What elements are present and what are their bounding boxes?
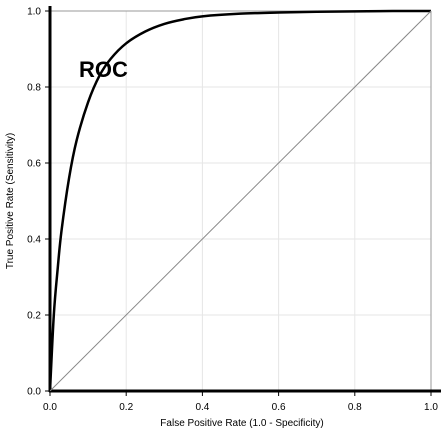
y-tick-label: 0.0 bbox=[27, 387, 41, 398]
x-tick-label: 0.2 bbox=[119, 402, 133, 413]
y-tick-label: 0.8 bbox=[27, 83, 41, 94]
x-tick-label: 0.6 bbox=[272, 402, 286, 413]
x-tick-label: 0.4 bbox=[195, 402, 209, 413]
x-tick-label: 0.8 bbox=[348, 402, 362, 413]
x-axis-title: False Positive Rate (1.0 - Specificity) bbox=[160, 418, 323, 429]
y-axis: 0.0 0.2 0.4 0.6 0.8 1.0 bbox=[27, 7, 50, 398]
y-tick-label: 0.2 bbox=[27, 311, 41, 322]
y-tick-label: 0.6 bbox=[27, 159, 41, 170]
roc-annotation: ROC bbox=[79, 57, 128, 82]
y-axis-title: True Positive Rate (Sensitivity) bbox=[5, 133, 16, 269]
x-tick-label: 0.0 bbox=[43, 402, 57, 413]
y-tick-label: 1.0 bbox=[27, 7, 41, 18]
y-tick-label: 0.4 bbox=[27, 235, 41, 246]
x-axis: 0.0 0.2 0.4 0.6 0.8 1.0 bbox=[43, 391, 438, 413]
x-tick-label: 1.0 bbox=[424, 402, 438, 413]
